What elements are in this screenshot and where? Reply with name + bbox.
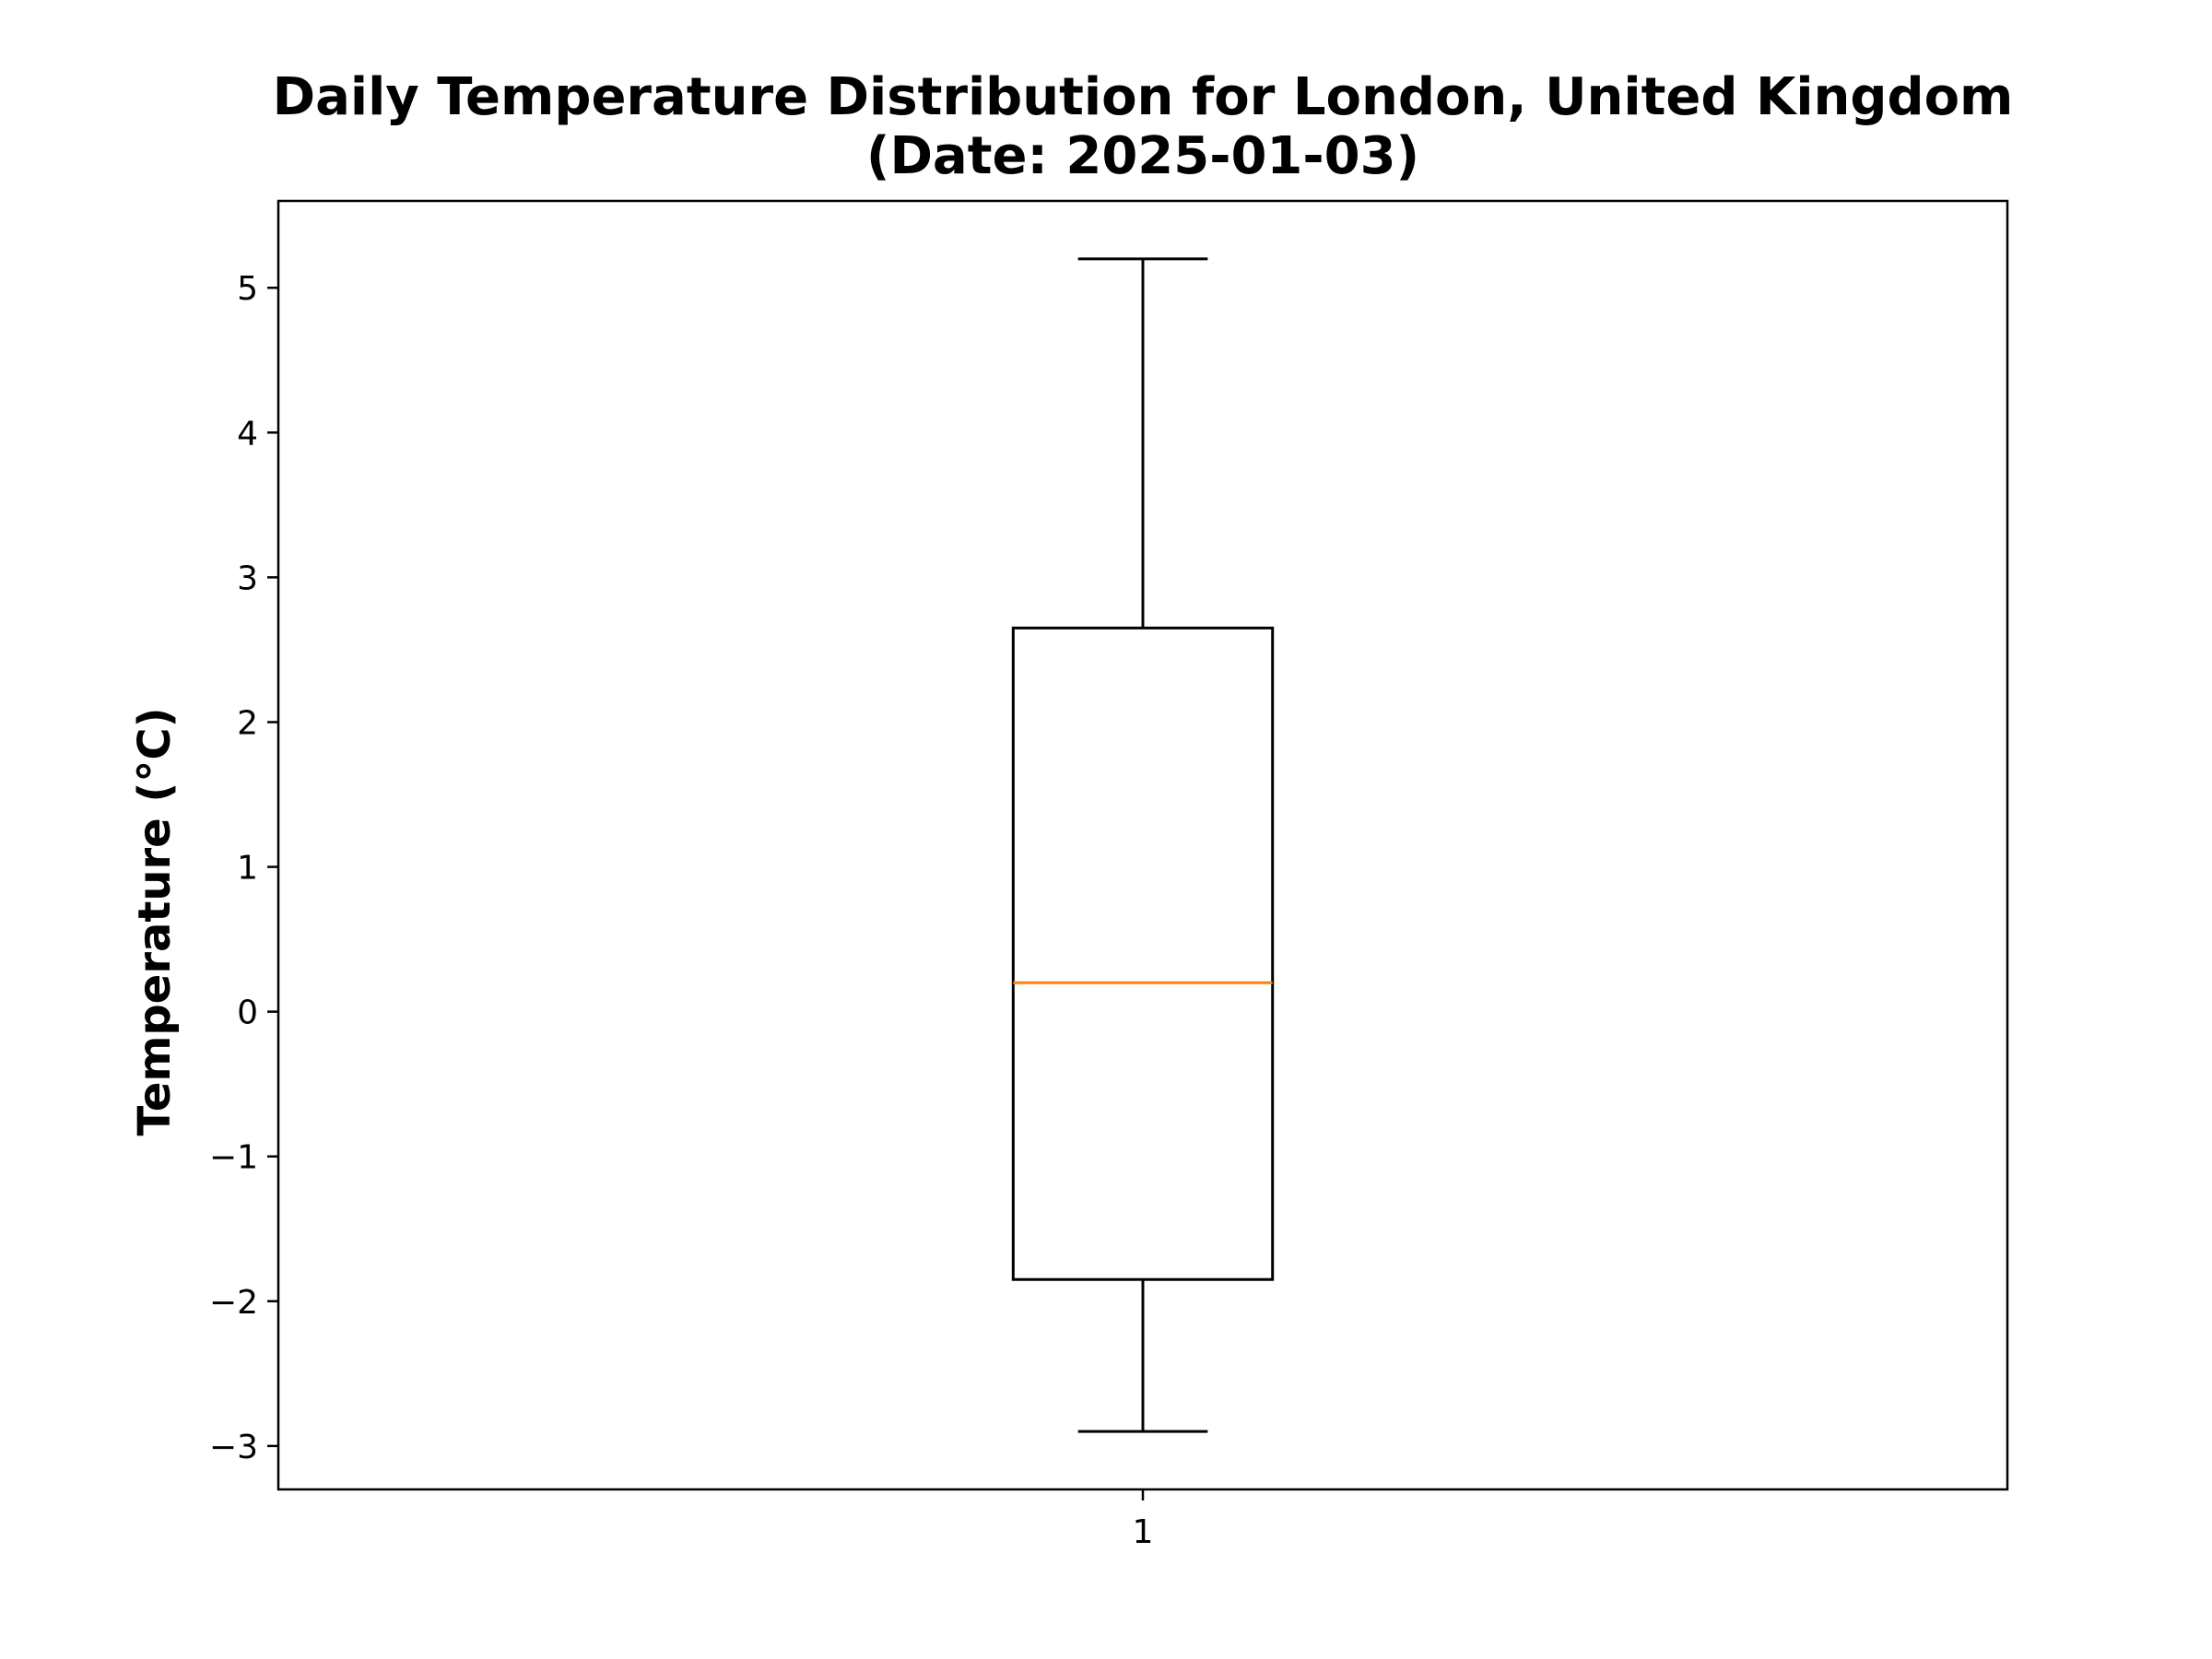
box-series [1011,257,1275,1433]
y-axis-ticks: −3 −2 −1 0 1 2 3 4 5 [209,270,278,1466]
chart-title-line-2: (Date: 2025-01-03) [866,126,1419,186]
chart-title-line-1: Daily Temperature Distribution for Londo… [273,67,2014,127]
x-tick-label: 1 [1133,1513,1154,1551]
y-tick-label: 1 [237,850,258,888]
y-tick-label: 2 [237,704,258,742]
y-tick-label: 3 [237,559,258,597]
y-tick-label: −1 [209,1139,258,1177]
y-tick-label: −3 [209,1429,258,1466]
x-axis-ticks: 1 [1133,1489,1154,1551]
y-tick-label: 5 [237,270,258,308]
y-tick-label: −2 [209,1284,258,1322]
interquartile-box [1011,626,1275,1281]
y-tick-label: 0 [237,994,258,1032]
y-tick-label: 4 [237,415,258,453]
y-axis-label: Temperature (°C) [129,707,181,1135]
